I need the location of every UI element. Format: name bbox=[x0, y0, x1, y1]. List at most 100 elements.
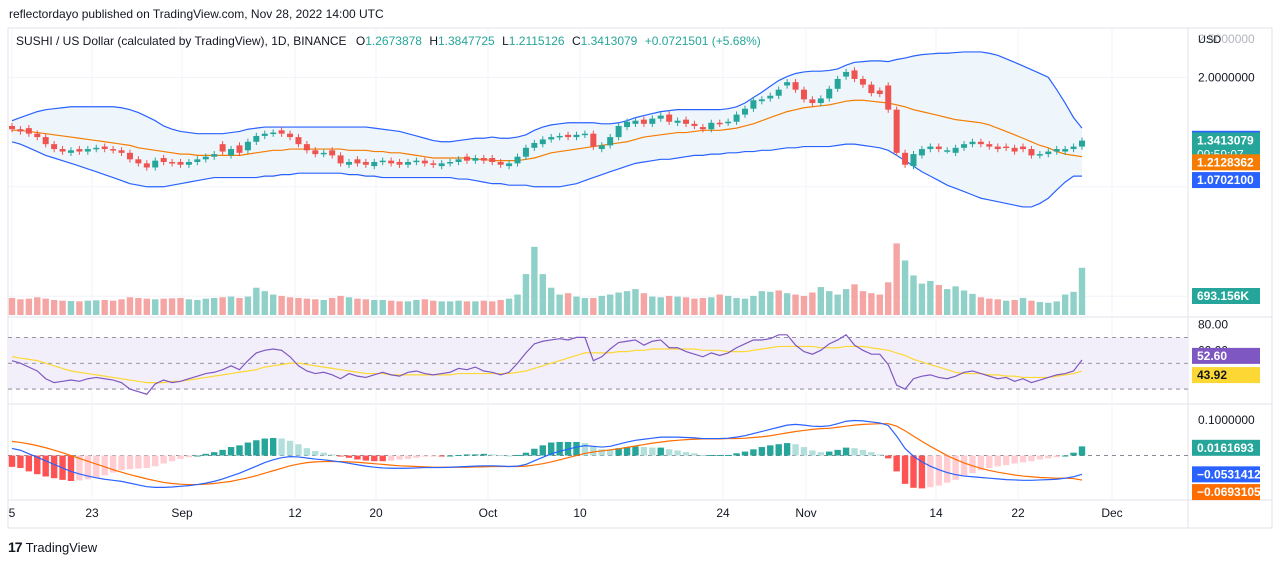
candle bbox=[101, 146, 108, 150]
macd-histogram-bar bbox=[253, 440, 260, 456]
macd-histogram-bar bbox=[362, 455, 370, 461]
candle bbox=[918, 149, 925, 156]
volume-bar bbox=[623, 291, 631, 315]
volume-bar bbox=[514, 294, 521, 315]
volume-bar bbox=[371, 300, 378, 315]
candle bbox=[17, 129, 24, 132]
candle bbox=[194, 159, 201, 162]
macd-histogram-bar bbox=[649, 447, 656, 456]
volume-bar bbox=[859, 291, 867, 315]
volume-bar bbox=[387, 300, 395, 315]
macd-histogram-bar bbox=[699, 454, 707, 456]
candle bbox=[649, 118, 656, 124]
lower-band-badge-bg bbox=[1192, 172, 1260, 189]
macd-histogram-bar bbox=[472, 454, 479, 456]
volume-bar bbox=[775, 290, 782, 315]
macd-histogram-bar bbox=[691, 453, 698, 456]
candle bbox=[354, 159, 361, 164]
time-tick-oct: Oct bbox=[479, 506, 498, 520]
candle bbox=[902, 152, 909, 165]
volume-bar bbox=[606, 294, 614, 315]
macd-histogram-bar bbox=[767, 445, 774, 456]
volume-bar bbox=[826, 291, 833, 315]
volume-bar bbox=[665, 295, 673, 315]
candle bbox=[329, 150, 336, 156]
volume-bar bbox=[303, 298, 311, 315]
candle bbox=[143, 163, 150, 168]
candle bbox=[110, 149, 117, 151]
volume-bar bbox=[1002, 300, 1010, 315]
macd-histogram-bar bbox=[202, 453, 209, 456]
macd-histogram-bar bbox=[851, 448, 858, 456]
volume-bar bbox=[918, 283, 926, 315]
volume-bar bbox=[67, 301, 75, 315]
macd-histogram-bar bbox=[539, 445, 546, 456]
candle bbox=[1079, 140, 1085, 147]
volume-bar bbox=[817, 287, 825, 315]
candle bbox=[287, 133, 294, 138]
candle bbox=[767, 95, 774, 99]
volume-bar bbox=[438, 301, 445, 315]
macd-histogram-bar bbox=[269, 437, 277, 456]
macd-histogram-bar bbox=[868, 452, 875, 456]
footer-brand: TradingView bbox=[25, 539, 98, 555]
volume-bar bbox=[269, 294, 277, 315]
volume-bar bbox=[851, 284, 858, 315]
macd-histogram-bar bbox=[834, 449, 841, 456]
candle bbox=[598, 145, 605, 150]
volume-bar bbox=[295, 297, 302, 315]
macd-histogram-bar bbox=[581, 443, 589, 456]
time-tick-12: 12 bbox=[288, 506, 302, 520]
macd-histogram-bar bbox=[177, 455, 184, 459]
time-tick-dec: Dec bbox=[1101, 506, 1122, 520]
volume-bar bbox=[219, 297, 226, 315]
candle bbox=[404, 161, 411, 165]
macd-histogram-bar bbox=[682, 452, 690, 456]
volume-badge: 693.156K bbox=[1197, 289, 1249, 303]
macd-histogram-bar bbox=[295, 444, 302, 456]
volume-bar bbox=[480, 300, 488, 315]
macd-histogram-bar bbox=[910, 455, 917, 488]
candle bbox=[741, 108, 748, 115]
time-tick-22: 22 bbox=[1011, 506, 1025, 520]
volume-bar bbox=[126, 297, 134, 315]
macd-histogram-bar bbox=[185, 455, 193, 458]
volume-bar bbox=[177, 297, 184, 315]
macd-hist-badge-bg bbox=[1192, 439, 1260, 456]
candle bbox=[236, 145, 243, 153]
candle bbox=[1011, 147, 1018, 152]
candle bbox=[489, 158, 496, 162]
candle bbox=[371, 161, 378, 167]
candle bbox=[935, 146, 942, 150]
low-label: L bbox=[502, 34, 509, 48]
candle bbox=[261, 133, 268, 136]
volume-bar bbox=[1011, 300, 1018, 315]
macd-histogram-bar bbox=[724, 454, 732, 456]
volume-bar bbox=[413, 300, 420, 315]
volume-bar bbox=[952, 286, 959, 315]
volume-bar bbox=[236, 297, 243, 315]
tradingview-footer[interactable]: 17 TradingView bbox=[8, 537, 97, 557]
volume-bar bbox=[986, 298, 993, 315]
candle bbox=[270, 132, 277, 135]
candle bbox=[944, 150, 951, 152]
time-tick-sep: Sep bbox=[171, 506, 193, 520]
candle bbox=[851, 70, 858, 79]
volume-bar bbox=[1070, 291, 1077, 315]
macd-histogram-bar bbox=[328, 454, 336, 456]
candle bbox=[775, 89, 782, 96]
candle bbox=[581, 133, 588, 136]
symbol-legend: SUSHI / US Dollar (calculated by Trading… bbox=[16, 34, 761, 48]
macd-histogram-bar bbox=[126, 455, 134, 470]
macd-histogram-bar bbox=[994, 455, 1001, 467]
candle bbox=[615, 125, 622, 138]
rsi-value-badge-bg bbox=[1192, 347, 1260, 364]
candle bbox=[725, 121, 732, 124]
macd-histogram-bar bbox=[573, 441, 580, 456]
time-tick-nov: Nov bbox=[795, 506, 816, 520]
candle bbox=[506, 163, 513, 167]
macd-histogram-bar bbox=[792, 444, 799, 456]
macd-histogram-bar bbox=[404, 455, 412, 459]
macd-histogram-bar bbox=[893, 455, 900, 472]
